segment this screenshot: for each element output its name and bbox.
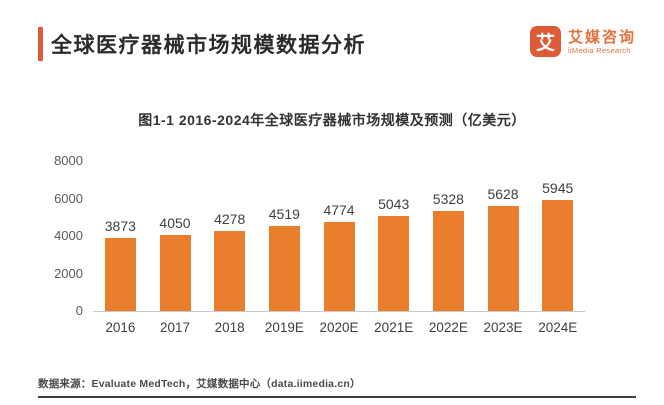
bar-value-label: 4278 (214, 210, 246, 227)
x-axis-label: 2023E (483, 320, 523, 335)
x-axis-label: 2021E (374, 320, 414, 335)
y-tick-label: 2000 (54, 265, 83, 281)
chart-title: 图1-1 2016-2024年全球医疗器械市场规模及预测（亿美元） (138, 112, 526, 128)
bars-row: 3873 4050 4278 4519 4774 5043 5328 5628 5945 (93, 161, 585, 312)
bar-value-label: 4774 (323, 201, 355, 218)
bar-column: 4278 (202, 210, 257, 311)
x-axis-label: 2017 (159, 320, 191, 335)
data-source: 数据来源：Evaluate MedTech，艾媒数据中心（data.iimedi… (38, 378, 361, 390)
bar (542, 199, 574, 311)
bar-value-label: 4050 (159, 215, 191, 232)
y-tick-label: 0 (75, 303, 83, 318)
bar-column: 4519 (257, 207, 312, 311)
bar (214, 230, 246, 311)
bar-chart: 0 2000 4000 6000 8000 3873 4050 4278 4519 4774 50… (45, 153, 585, 335)
x-axis-label: 2019E (264, 320, 304, 335)
page-title: 全球医疗器械市场规模数据分析 (51, 34, 366, 57)
bar-column: 3873 (93, 219, 148, 311)
iimedia-logo: 艾 艾媒咨询 iiMedia Research (529, 26, 636, 57)
x-axis-label: 2018 (214, 320, 245, 335)
footer-divider (38, 396, 636, 398)
bar-column: 5945 (530, 179, 585, 311)
page-header: 全球医疗器械市场规模数据分析 艾 艾媒咨询 iiMedia Research (38, 26, 636, 64)
y-tick-label: 4000 (54, 228, 83, 243)
bar (323, 221, 355, 311)
x-axis: 2016 2017 2018 2019E 2020E 2021E 2022E 2023E 202… (93, 312, 585, 335)
bar (378, 216, 410, 311)
bar-value-label: 4519 (268, 206, 300, 223)
logo-brand-cn: 艾媒咨询 (567, 28, 636, 46)
bar-column: 5043 (366, 197, 421, 311)
bar-column: 4774 (312, 201, 367, 311)
x-axis-label: 2022E (428, 320, 468, 335)
page-footer: 数据来源：Evaluate MedTech，艾媒数据中心（data.iimedi… (38, 376, 636, 398)
logo-glyph: 艾 (535, 33, 555, 54)
y-axis: 0 2000 4000 6000 8000 (45, 153, 93, 318)
bar-column: 5628 (476, 185, 531, 311)
bar (159, 235, 191, 311)
bar-column: 4050 (148, 216, 203, 311)
bar-value-label: 5945 (542, 179, 574, 196)
x-axis-label: 2024E (538, 320, 578, 335)
iimedia-logo-icon: 艾 (529, 26, 561, 57)
logo-text: 艾媒咨询 iiMedia Research (568, 29, 636, 55)
bar (487, 205, 519, 311)
bar-value-label: 5628 (487, 185, 519, 202)
y-tick-label: 6000 (54, 190, 83, 206)
title-accent-bar (38, 27, 43, 61)
bar (432, 211, 464, 311)
plot-area: 3873 4050 4278 4519 4774 5043 5328 5628 5945 201… (93, 161, 585, 335)
bar-value-label: 3873 (104, 218, 136, 235)
bar-column: 5328 (421, 192, 476, 311)
bar-value-label: 5043 (378, 196, 410, 213)
logo-brand-en: iiMedia Research (567, 45, 631, 55)
x-axis-label: 2016 (105, 320, 136, 335)
y-tick-label: 8000 (54, 153, 83, 168)
x-axis-label: 2020E (319, 320, 359, 335)
bar (104, 238, 136, 311)
bar-value-label: 5328 (432, 191, 464, 208)
bar (268, 226, 300, 311)
